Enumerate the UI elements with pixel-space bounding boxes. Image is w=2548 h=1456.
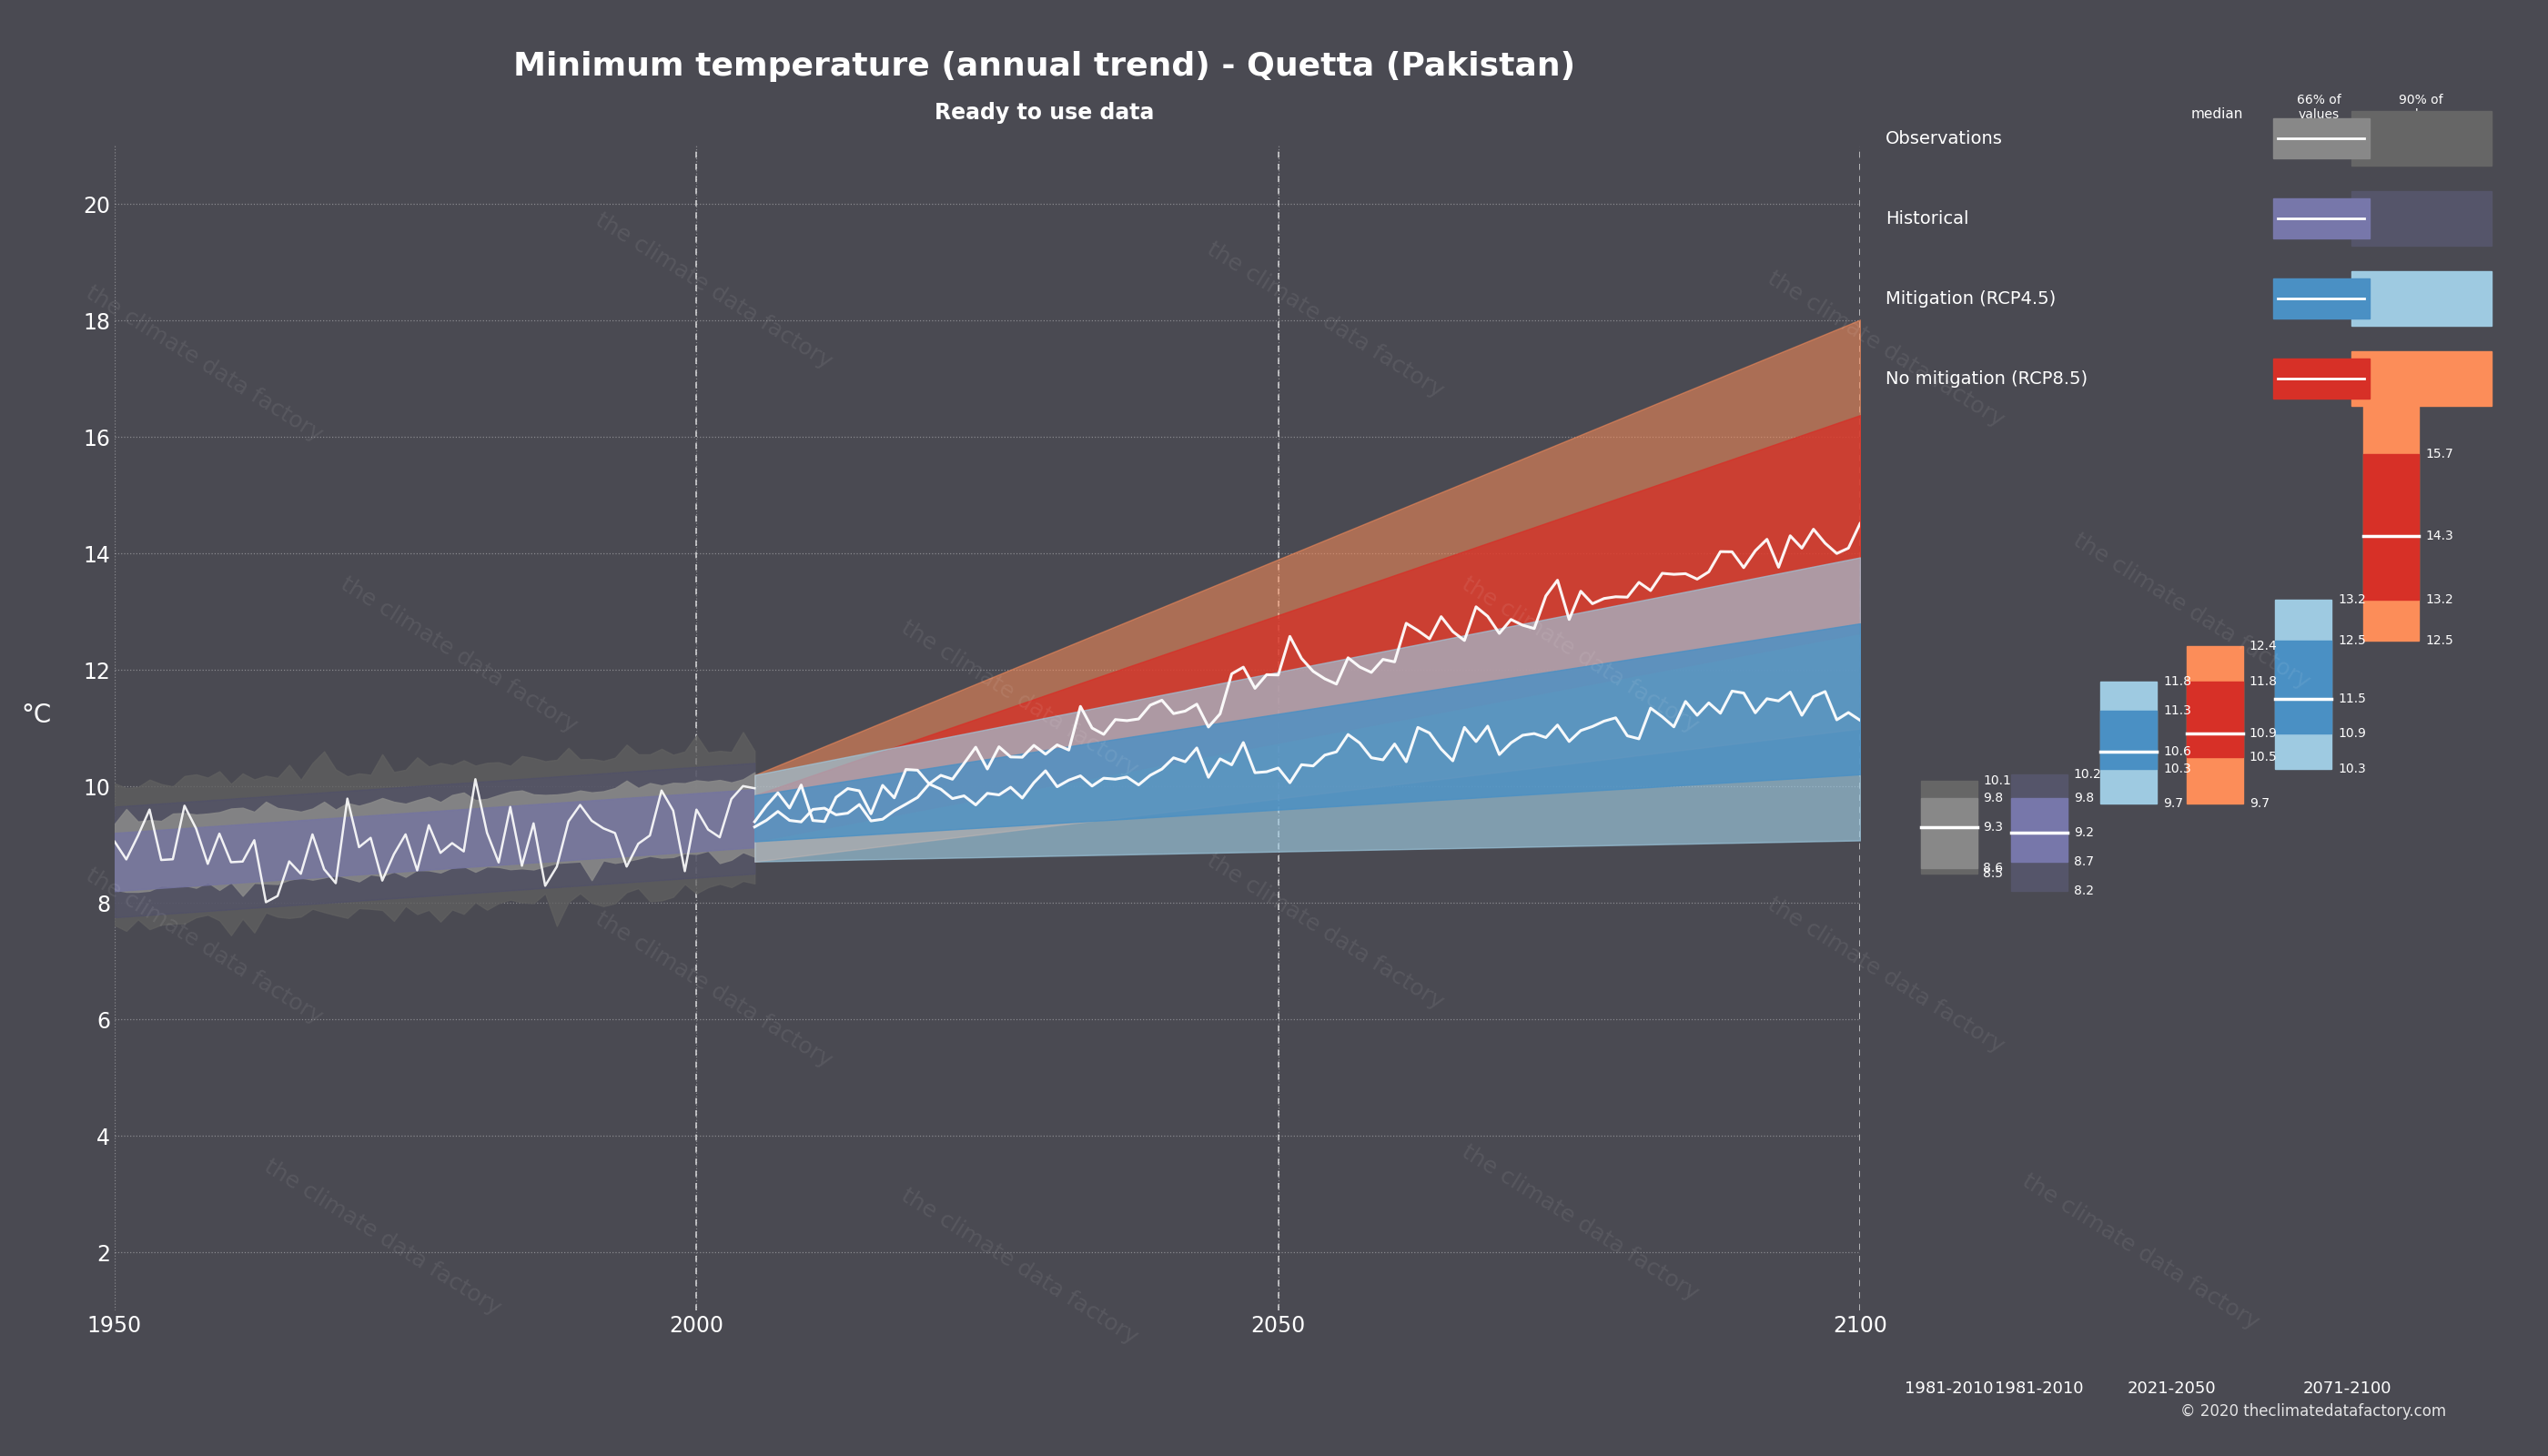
Text: Historical: Historical — [1886, 210, 1970, 227]
Text: 12.5: 12.5 — [2426, 635, 2454, 646]
Text: 9.7: 9.7 — [2250, 798, 2270, 810]
Text: 10.1: 10.1 — [1982, 775, 2010, 786]
Text: 1981-2010: 1981-2010 — [1995, 1380, 2084, 1396]
Bar — [2186, 646, 2242, 804]
Text: 2021-2050: 2021-2050 — [2128, 1380, 2217, 1396]
Text: 8.7: 8.7 — [2074, 856, 2094, 868]
Y-axis label: °C: °C — [20, 703, 51, 728]
Text: the climate data factory: the climate data factory — [2069, 530, 2314, 693]
Text: the climate data factory: the climate data factory — [1457, 574, 1702, 737]
Text: the climate data factory: the climate data factory — [1203, 239, 1447, 402]
Text: 8.5: 8.5 — [1982, 868, 2003, 879]
Text: the climate data factory: the climate data factory — [1457, 1142, 1702, 1305]
Text: 11.3: 11.3 — [2163, 705, 2191, 716]
Text: 2071-2100: 2071-2100 — [2303, 1380, 2393, 1396]
Text: 10.2: 10.2 — [2074, 769, 2102, 780]
Text: Ready to use data: Ready to use data — [935, 102, 1154, 124]
Text: 10.3: 10.3 — [2339, 763, 2367, 775]
Bar — [2275, 641, 2331, 734]
Text: median: median — [2191, 108, 2242, 121]
Text: 11.8: 11.8 — [2250, 676, 2278, 687]
Text: 8.6: 8.6 — [1982, 862, 2003, 874]
Text: the climate data factory: the climate data factory — [897, 1185, 1142, 1348]
Text: the climate data factory: the climate data factory — [82, 282, 326, 446]
Text: the climate data factory: the climate data factory — [336, 574, 581, 737]
Text: 90% of
values: 90% of values — [2398, 93, 2444, 121]
Text: 9.8: 9.8 — [2074, 792, 2094, 804]
Text: 9.2: 9.2 — [2074, 827, 2094, 839]
Text: the climate data factory: the climate data factory — [591, 909, 836, 1072]
Bar — [2100, 681, 2156, 804]
Bar — [1921, 798, 1977, 868]
Bar — [2010, 798, 2066, 862]
Text: 12.4: 12.4 — [2250, 641, 2278, 652]
Text: 10.9: 10.9 — [2339, 728, 2367, 740]
Text: 11.5: 11.5 — [2339, 693, 2367, 705]
Bar — [2186, 681, 2242, 757]
Text: the climate data factory: the climate data factory — [591, 210, 836, 373]
Bar — [2362, 390, 2418, 641]
Text: 9.3: 9.3 — [1982, 821, 2003, 833]
Text: 1981-2010: 1981-2010 — [1903, 1380, 1993, 1396]
Text: 13.2: 13.2 — [2426, 594, 2454, 606]
Bar — [2362, 454, 2418, 600]
Text: 11.8: 11.8 — [2163, 676, 2191, 687]
Text: the climate data factory: the climate data factory — [2018, 1171, 2263, 1334]
Text: 13.2: 13.2 — [2339, 594, 2367, 606]
Text: 14.3: 14.3 — [2426, 530, 2454, 542]
Text: the climate data factory: the climate data factory — [82, 865, 326, 1028]
Text: the climate data factory: the climate data factory — [1203, 850, 1447, 1013]
Text: 10.3: 10.3 — [2163, 763, 2191, 775]
Text: Observations: Observations — [1886, 130, 2003, 147]
Bar — [2010, 775, 2066, 891]
Bar — [1921, 780, 1977, 874]
Text: the climate data factory: the climate data factory — [897, 617, 1142, 780]
Text: 10.9: 10.9 — [2250, 728, 2278, 740]
Text: 10.5: 10.5 — [2250, 751, 2278, 763]
Text: No mitigation (RCP8.5): No mitigation (RCP8.5) — [1886, 370, 2087, 387]
Text: 66% of
values: 66% of values — [2296, 93, 2342, 121]
Text: 9.7: 9.7 — [2163, 798, 2184, 810]
Text: Minimum temperature (annual trend) - Quetta (Pakistan): Minimum temperature (annual trend) - Que… — [515, 51, 1575, 82]
Bar — [2100, 711, 2156, 769]
Text: 10.6: 10.6 — [2163, 745, 2191, 757]
Text: Mitigation (RCP4.5): Mitigation (RCP4.5) — [1886, 290, 2056, 307]
Text: 8.2: 8.2 — [2074, 885, 2094, 897]
Text: the climate data factory: the climate data factory — [1763, 894, 2008, 1057]
Text: the climate data factory: the climate data factory — [1763, 268, 2008, 431]
Text: 15.7: 15.7 — [2426, 448, 2454, 460]
Text: © 2020 theclimatedatafactory.com: © 2020 theclimatedatafactory.com — [2181, 1404, 2446, 1420]
Text: 12.5: 12.5 — [2339, 635, 2367, 646]
Text: the climate data factory: the climate data factory — [260, 1156, 505, 1319]
Text: 16.8: 16.8 — [2426, 384, 2454, 396]
Bar — [2275, 600, 2331, 769]
Text: 9.8: 9.8 — [1982, 792, 2003, 804]
